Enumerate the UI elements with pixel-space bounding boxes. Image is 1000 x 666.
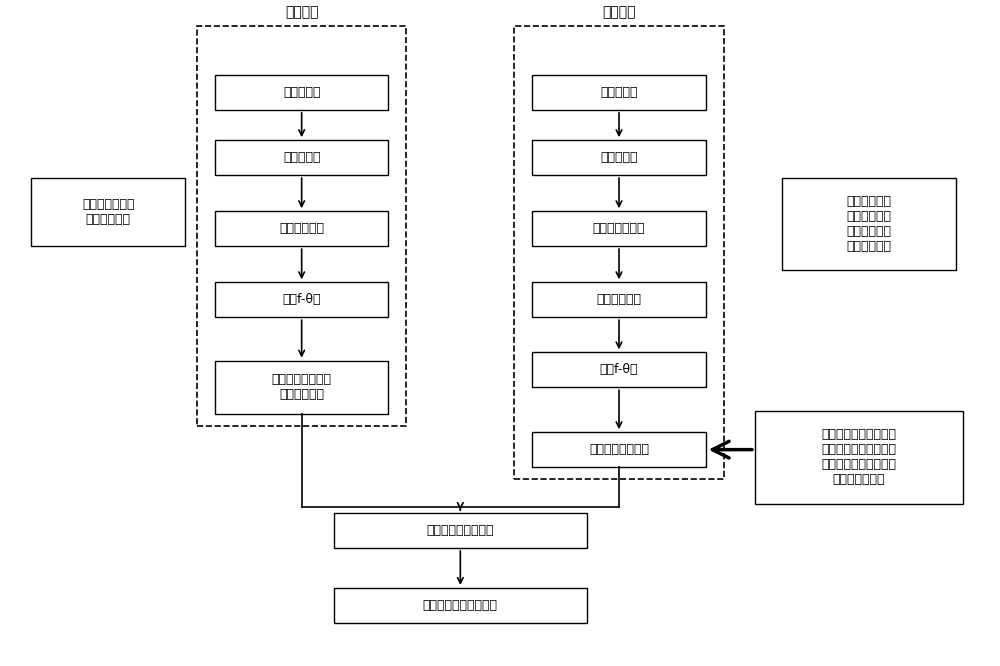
FancyBboxPatch shape — [532, 211, 706, 246]
Text: 第二准直器: 第二准直器 — [600, 151, 638, 164]
Text: 同步扫描完成材料成型: 同步扫描完成材料成型 — [423, 599, 498, 612]
Text: 第一准直器: 第一准直器 — [283, 151, 320, 164]
Text: 第二光路: 第二光路 — [602, 5, 636, 19]
FancyBboxPatch shape — [31, 178, 185, 246]
Text: 第一激光器: 第一激光器 — [283, 86, 320, 99]
FancyBboxPatch shape — [755, 411, 963, 503]
Text: 第一f-θ镜: 第一f-θ镜 — [282, 293, 321, 306]
FancyBboxPatch shape — [532, 352, 706, 388]
Bar — [514, 26, 724, 479]
FancyBboxPatch shape — [215, 360, 388, 414]
Text: 两激光束采用相同扫描
路径、扫描速度；调节
两激光束的激光延时参
数保证同时出光: 两激光束采用相同扫描 路径、扫描速度；调节 两激光束的激光延时参 数保证同时出光 — [821, 428, 896, 486]
Text: 对粉末进行激光
选区熔化成型: 对粉末进行激光 选区熔化成型 — [82, 198, 135, 226]
FancyBboxPatch shape — [532, 432, 706, 467]
FancyBboxPatch shape — [532, 140, 706, 175]
Bar — [197, 26, 406, 426]
Text: 第二激光器: 第二激光器 — [600, 86, 638, 99]
Text: 第一扫描振镜: 第一扫描振镜 — [279, 222, 324, 235]
FancyBboxPatch shape — [215, 211, 388, 246]
Text: 同轴嵌套的大小光斑: 同轴嵌套的大小光斑 — [427, 524, 494, 537]
Text: 平顶大光斑激光束: 平顶大光斑激光束 — [589, 443, 649, 456]
FancyBboxPatch shape — [532, 75, 706, 110]
Text: 第二扫描振镜: 第二扫描振镜 — [597, 293, 642, 306]
FancyBboxPatch shape — [532, 282, 706, 317]
FancyBboxPatch shape — [334, 588, 587, 623]
Text: 第一光路: 第一光路 — [285, 5, 318, 19]
FancyBboxPatch shape — [215, 282, 388, 317]
Text: 对粉末进行进
行预热处理；
对已凝固金属
进行退火处理: 对粉末进行进 行预热处理； 对已凝固金属 进行退火处理 — [846, 194, 891, 253]
FancyBboxPatch shape — [334, 513, 587, 548]
FancyBboxPatch shape — [215, 75, 388, 110]
FancyBboxPatch shape — [215, 140, 388, 175]
Text: 激光光束整形器: 激光光束整形器 — [593, 222, 645, 235]
FancyBboxPatch shape — [782, 178, 956, 270]
Text: 激光选区熔化成型
小光斑激光束: 激光选区熔化成型 小光斑激光束 — [272, 374, 332, 402]
Text: 第二f-θ镜: 第二f-θ镜 — [600, 364, 638, 376]
